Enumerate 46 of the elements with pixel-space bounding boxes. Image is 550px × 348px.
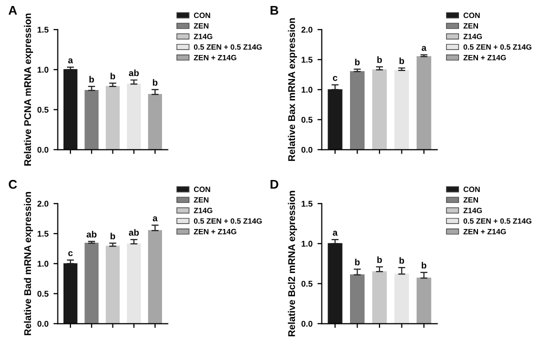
data-label: b [355,258,360,266]
y-tick-label: 1.0 [302,240,312,247]
data-label: ab [128,70,139,76]
chart-title: B [270,6,278,15]
y-tick-label: 0.5 [37,290,48,297]
data-label: a [422,46,426,51]
data-label: b [152,79,158,86]
y-tick-label: 1.5 [38,230,48,237]
data-label: b [377,256,382,263]
y-tick-label: 0.0 [301,320,312,327]
y-tick-label: 0.5 [37,106,48,113]
data-label: b [355,58,360,66]
chart-title: D [270,180,278,189]
chart-title: A [8,6,17,15]
y-axis-title: Relative Bax mRNA expression [288,18,297,161]
data-label: b [110,72,116,80]
data-label: b [89,76,94,83]
data-label: ab [86,230,96,238]
y-tick-label: 0.5 [301,116,312,123]
data-label: b [422,262,426,269]
y-tick-label: 1.5 [302,200,312,207]
y-tick-label: 1.5 [38,26,48,33]
y-tick-label: 1.0 [38,66,48,73]
y-tick-label: 0.0 [37,146,48,153]
data-label: a [152,216,158,222]
chart-title: C [8,180,17,189]
data-label: b [400,257,404,264]
data-label: a [332,230,338,236]
data-label: c [68,251,73,256]
y-tick-label: 2.0 [301,26,312,33]
y-axis-title: Relative Bcl2 mRNA expression [288,190,297,336]
data-label: c [332,76,338,81]
data-label: ab [128,229,139,236]
data-label: b [110,232,116,240]
y-axis-title: Relative Bad mRNA expression [24,192,33,336]
y-tick-label: 0.0 [37,320,48,327]
y-tick-label: 0.0 [301,146,312,153]
y-tick-label: 0.5 [301,280,312,287]
data-label: b [400,58,404,64]
y-tick-label: 2.0 [37,200,48,207]
y-axis-title: Relative PCNA mRNA expression [24,14,33,166]
y-tick-label: 1.0 [38,260,48,267]
y-tick-label: 1.0 [302,86,312,93]
y-tick-label: 1.5 [302,56,312,63]
data-label: b [377,56,382,63]
data-label: a [68,58,74,64]
